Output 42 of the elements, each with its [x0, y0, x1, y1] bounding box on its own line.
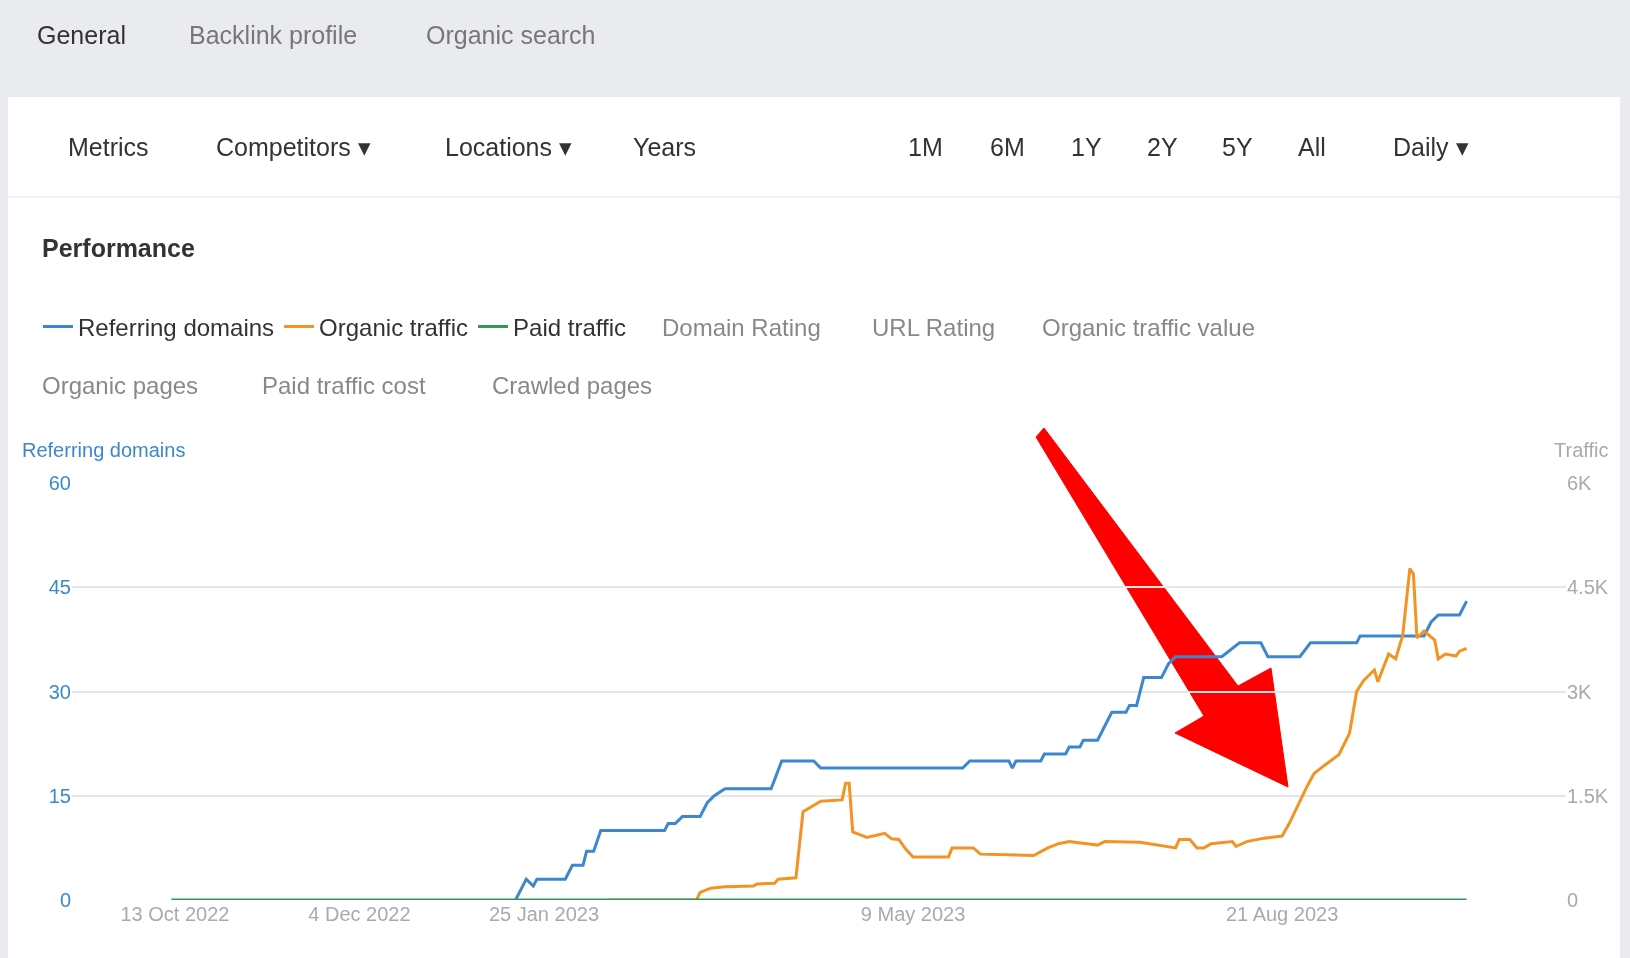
text: All — [1298, 133, 1326, 161]
text: 6M — [990, 133, 1025, 161]
y-axis-title: Referring domains — [22, 439, 186, 461]
y-tick-label: 0 — [59, 889, 71, 911]
text: 2Y — [1147, 133, 1178, 161]
y2-tick-label: 1.5K — [1567, 784, 1609, 807]
text: Daily ▾ — [1393, 133, 1469, 161]
y2-tick-label: 6K — [1567, 472, 1593, 494]
text: Locations ▾ — [445, 133, 572, 161]
text: 1M — [908, 133, 943, 161]
legend-label: Paid traffic — [513, 313, 626, 341]
x-tick-label: 25 Jan 2023 — [488, 903, 600, 925]
text: Competitors ▾ — [216, 133, 371, 161]
y-tick-label: 60 — [48, 472, 71, 494]
text: Backlink profile — [189, 21, 358, 49]
x-tick-label: 9 May 2023 — [860, 903, 966, 925]
y-tick-label: 15 — [48, 784, 71, 807]
text: Domain Rating — [662, 314, 821, 341]
text: Years — [633, 133, 697, 161]
text: General — [37, 21, 126, 49]
y2-tick-label: 3K — [1567, 680, 1593, 703]
text: 5Y — [1222, 133, 1253, 161]
text: Paid traffic cost — [262, 372, 426, 399]
chart-title: Performance — [42, 234, 195, 262]
line-series — [514, 599, 1469, 900]
y-tick-label: 45 — [48, 576, 71, 599]
text: Organic search — [426, 21, 596, 49]
y2-axis-title: Traffic — [1554, 439, 1609, 461]
text: 1Y — [1071, 133, 1102, 161]
x-tick-label: 13 Oct 2022 — [120, 903, 230, 925]
legend-label: Organic traffic — [319, 313, 469, 341]
text: Organic traffic value — [1042, 314, 1255, 341]
legend-label: Referring domains — [78, 313, 275, 341]
text: Crawled pages — [492, 372, 653, 399]
y-tick-label: 30 — [48, 680, 71, 703]
text: Metrics — [68, 133, 149, 161]
x-tick-label: 4 Dec 2022 — [308, 903, 411, 925]
text: URL Rating — [872, 314, 996, 341]
x-tick-label: 21 Aug 2023 — [1225, 903, 1339, 925]
y2-tick-label: 4.5K — [1567, 576, 1609, 599]
text: Organic pages — [42, 372, 199, 399]
y2-tick-label: 0 — [1567, 889, 1579, 911]
